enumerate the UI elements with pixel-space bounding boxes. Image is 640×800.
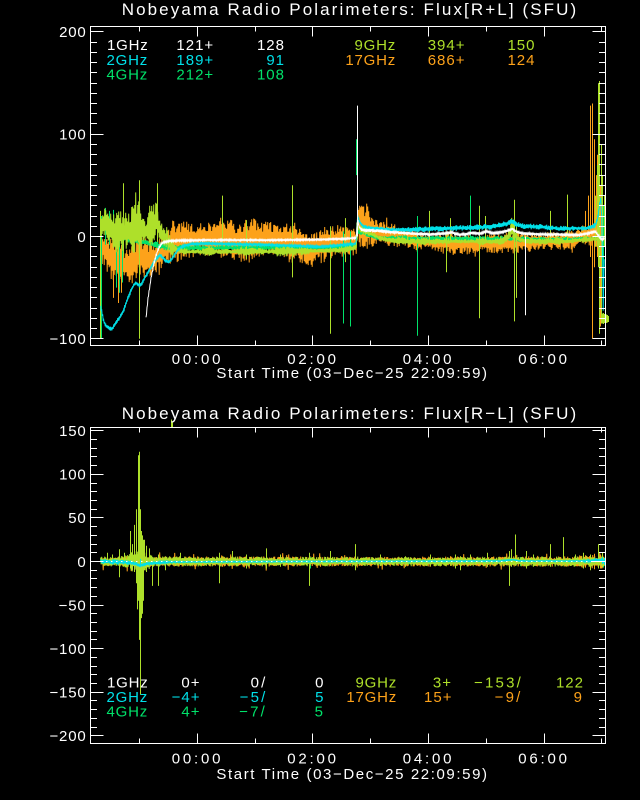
svg-text:108: 108 — [257, 67, 285, 84]
svg-text:Start Time (03−Dec−25 22:09:59: Start Time (03−Dec−25 22:09:59) — [216, 365, 488, 382]
svg-text:06:00: 06:00 — [518, 351, 570, 368]
svg-text:200: 200 — [59, 24, 86, 41]
svg-text:50: 50 — [68, 510, 86, 527]
svg-text:686+: 686+ — [428, 52, 466, 69]
svg-text:1GHz: 1GHz — [107, 675, 149, 692]
svg-text:9GHz: 9GHz — [354, 37, 396, 54]
svg-text:128: 128 — [257, 37, 285, 54]
svg-text:91: 91 — [266, 52, 285, 69]
svg-text:150: 150 — [507, 37, 535, 54]
svg-text:5: 5 — [315, 704, 324, 721]
svg-text:150: 150 — [59, 423, 86, 440]
svg-text:122: 122 — [556, 675, 584, 692]
svg-text:06:00: 06:00 — [518, 751, 570, 768]
svg-text:394+: 394+ — [428, 37, 466, 54]
svg-text:15+: 15+ — [424, 689, 452, 706]
svg-text:100: 100 — [59, 467, 86, 484]
svg-text:−200: −200 — [50, 728, 87, 745]
svg-text:Nobeyama Radio Polarimeters:: Nobeyama Radio Polarimeters: Flux[R−L] (… — [122, 404, 579, 423]
svg-text:0: 0 — [77, 229, 86, 246]
svg-text:2GHz: 2GHz — [107, 52, 149, 69]
svg-text:4GHz: 4GHz — [107, 704, 149, 721]
svg-text:−4+: −4+ — [172, 689, 201, 706]
svg-text:00:00: 00:00 — [172, 751, 224, 768]
svg-text:Start Time (03−Dec−25 22:09:59: Start Time (03−Dec−25 22:09:59) — [216, 766, 488, 783]
svg-text:04:00: 04:00 — [403, 351, 455, 368]
svg-text:121+: 121+ — [176, 37, 214, 54]
svg-text:−9/: −9/ — [495, 689, 523, 706]
svg-text:212+: 212+ — [176, 67, 214, 84]
svg-text:0: 0 — [315, 675, 324, 692]
svg-text:−5/: −5/ — [240, 689, 268, 706]
svg-text:5: 5 — [315, 689, 324, 706]
svg-text:−150: −150 — [50, 685, 87, 702]
svg-text:9: 9 — [574, 689, 583, 706]
svg-text:00:00: 00:00 — [172, 351, 224, 368]
svg-text:02:00: 02:00 — [287, 351, 339, 368]
svg-text:−153/: −153/ — [474, 675, 523, 692]
svg-text:17GHz: 17GHz — [346, 689, 397, 706]
svg-text:100: 100 — [59, 127, 86, 144]
svg-text:0/: 0/ — [251, 675, 268, 692]
svg-text:4+: 4+ — [181, 704, 200, 721]
svg-text:−100: −100 — [50, 331, 87, 348]
svg-text:1GHz: 1GHz — [107, 37, 149, 54]
svg-text:17GHz: 17GHz — [345, 52, 396, 69]
svg-text:189+: 189+ — [176, 52, 214, 69]
svg-text:−50: −50 — [59, 597, 87, 614]
svg-text:02:00: 02:00 — [287, 751, 339, 768]
svg-text:Nobeyama Radio Polarimeters:: Nobeyama Radio Polarimeters: Flux[R+L] (… — [122, 0, 579, 19]
svg-text:−7/: −7/ — [239, 704, 267, 721]
svg-text:124: 124 — [507, 52, 535, 69]
svg-text:3+: 3+ — [433, 675, 452, 692]
svg-text:0+: 0+ — [181, 675, 200, 692]
svg-text:2GHz: 2GHz — [107, 689, 149, 706]
svg-text:9GHz: 9GHz — [355, 675, 397, 692]
svg-text:0: 0 — [77, 554, 86, 571]
svg-text:−100: −100 — [50, 641, 87, 658]
svg-text:04:00: 04:00 — [403, 751, 455, 768]
svg-text:4GHz: 4GHz — [107, 67, 149, 84]
